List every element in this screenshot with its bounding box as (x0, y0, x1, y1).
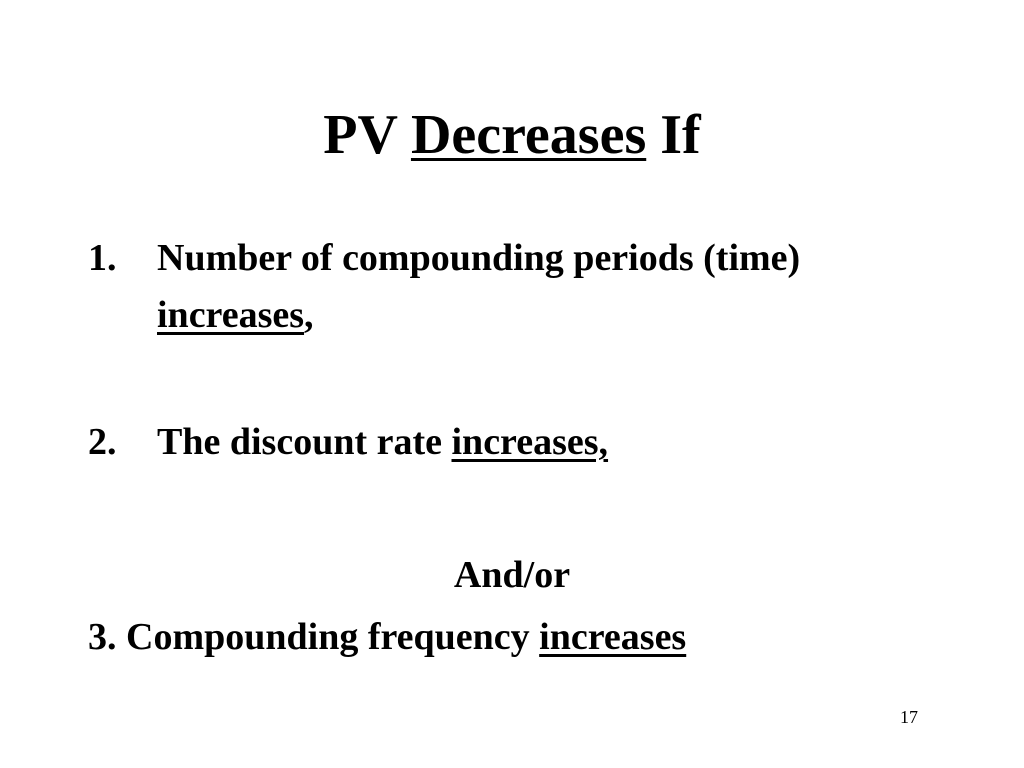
item-emphasis: increases, (451, 421, 609, 463)
title-emphasis: Decreases (410, 104, 647, 166)
slide-title: PV Decreases If (0, 102, 1024, 168)
item-text: Number of compounding periods (time) (157, 237, 801, 279)
item-number: 2. (88, 421, 117, 463)
item-emphasis: increases (157, 294, 305, 336)
item-continuation: increases, (157, 293, 314, 337)
connector: And/or (453, 554, 571, 596)
item-number: 1. (88, 237, 117, 279)
item-text: 3. Compounding frequency (88, 616, 530, 658)
item-line: The discount rate increases, (157, 420, 608, 464)
item-suffix: , (304, 294, 314, 336)
page-number: 17 (900, 707, 918, 727)
last-item: 3. Compounding frequency increases (88, 615, 686, 659)
title-suffix: If (660, 104, 701, 166)
title-prefix: PV (323, 104, 397, 166)
item-text: The discount rate (157, 421, 442, 463)
item-emphasis: increases (539, 616, 687, 658)
